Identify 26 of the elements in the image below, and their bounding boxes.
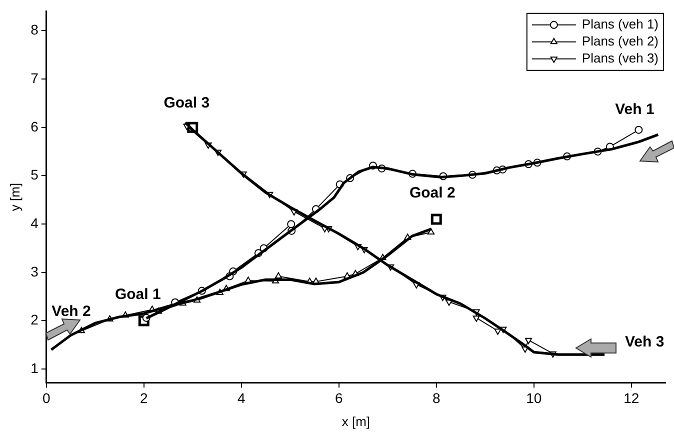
annotation: Veh 3 xyxy=(624,334,664,351)
y-tick-label: 8 xyxy=(30,22,39,38)
annotation: Goal 1 xyxy=(114,286,161,303)
y-axis-title: y [m] xyxy=(7,182,22,212)
x-tick-label: 10 xyxy=(526,390,542,406)
y-tick-label: 5 xyxy=(30,166,39,183)
x-axis-title: x [m] xyxy=(342,414,370,429)
y-tick-label: 6 xyxy=(30,118,39,134)
x-tick-label: 2 xyxy=(140,390,148,406)
legend-label: Plans (veh 2) xyxy=(582,33,659,48)
x-tick-label: 12 xyxy=(624,390,640,406)
annotation: Veh 2 xyxy=(52,302,91,320)
y-tick-label: 3 xyxy=(30,263,39,280)
x-tick-label: 6 xyxy=(334,390,343,406)
annotation: Veh 1 xyxy=(615,100,654,118)
y-tick-label: 1 xyxy=(30,360,39,376)
y-tick-label: 7 xyxy=(30,70,39,86)
x-tick-label: 8 xyxy=(432,390,440,406)
annotation: Goal 2 xyxy=(409,184,456,202)
y-tick-label: 4 xyxy=(30,214,39,231)
y-tick-label: 2 xyxy=(30,312,39,328)
legend-label: Plans (veh 1) xyxy=(582,16,659,32)
x-tick-label: 4 xyxy=(237,390,246,406)
x-tick-label: 0 xyxy=(42,390,50,406)
legend-label: Plans (veh 3) xyxy=(582,50,659,66)
annotation: Goal 3 xyxy=(164,94,210,112)
